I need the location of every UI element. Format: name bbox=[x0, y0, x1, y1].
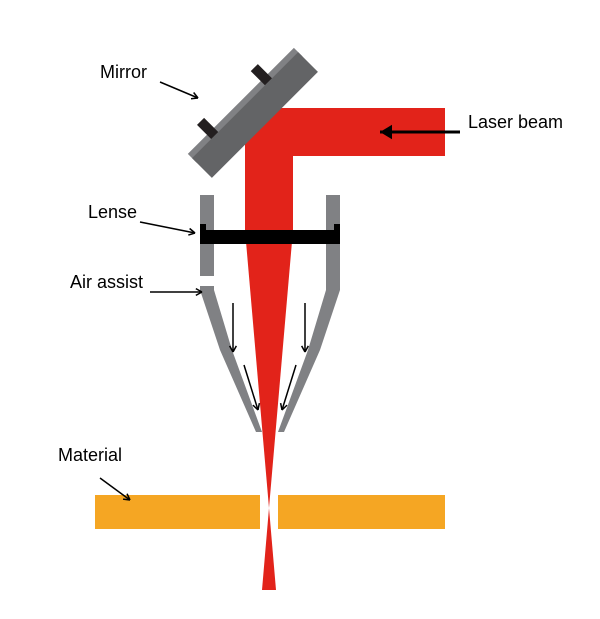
laser-cone-lower bbox=[262, 508, 276, 590]
diagram-svg bbox=[0, 0, 600, 614]
diagram-stage: Mirror Laser beam Lense Air assist Mater… bbox=[0, 0, 600, 614]
laser-elbow bbox=[245, 108, 445, 238]
label-lense: Lense bbox=[88, 202, 137, 223]
label-laser-beam: Laser beam bbox=[468, 112, 563, 133]
laser-cone-upper bbox=[245, 230, 293, 508]
material-left bbox=[95, 495, 260, 529]
label-air-assist: Air assist bbox=[70, 272, 143, 293]
label-material: Material bbox=[58, 445, 122, 466]
label-mirror: Mirror bbox=[100, 62, 147, 83]
material-right bbox=[278, 495, 445, 529]
